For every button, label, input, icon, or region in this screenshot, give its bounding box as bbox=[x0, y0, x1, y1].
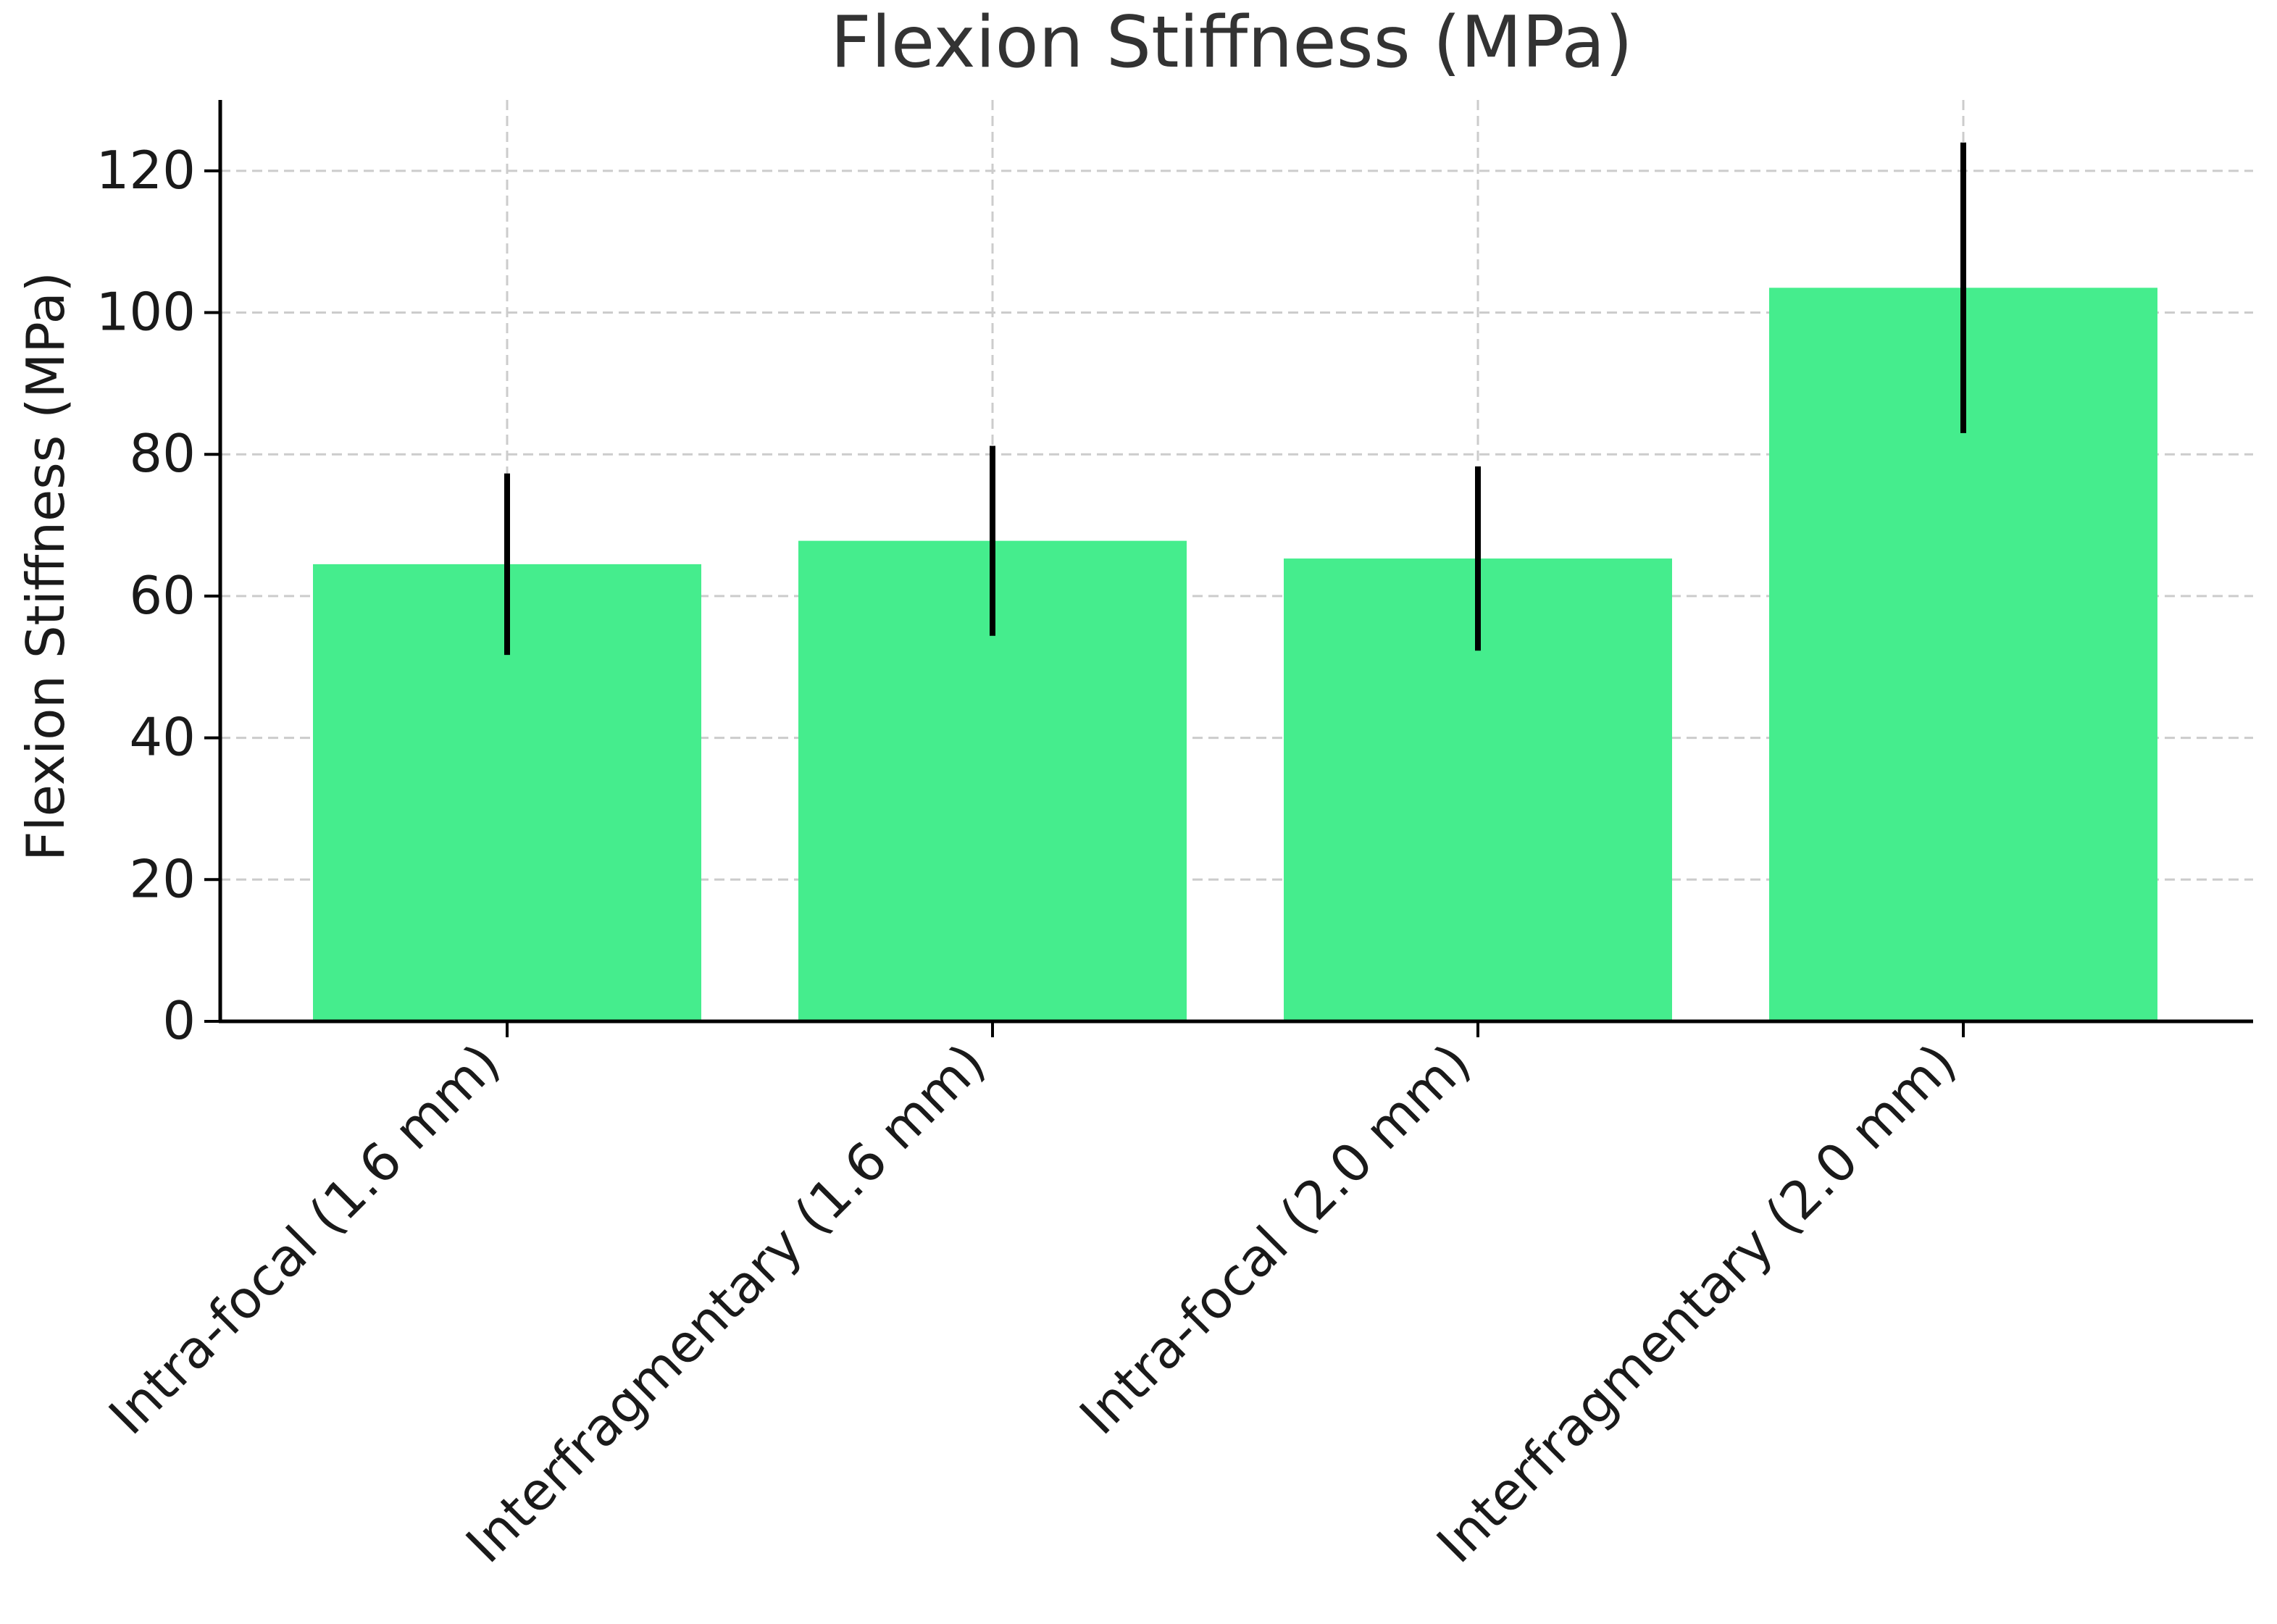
y-tick-label: 80 bbox=[129, 423, 196, 484]
y-tick-label: 60 bbox=[129, 565, 196, 626]
y-tick-label: 40 bbox=[129, 707, 196, 768]
error-bars bbox=[504, 142, 1966, 656]
y-tick-label: 0 bbox=[162, 990, 196, 1051]
y-tick-label: 120 bbox=[96, 140, 196, 201]
y-axis-label: Flexion Stiffness (MPa) bbox=[15, 272, 76, 861]
y-tick-label: 100 bbox=[96, 282, 196, 343]
axes bbox=[204, 100, 2253, 1037]
y-tick-label: 20 bbox=[129, 848, 196, 909]
chart-title: Flexion Stiffness (MPa) bbox=[830, 1, 1632, 84]
